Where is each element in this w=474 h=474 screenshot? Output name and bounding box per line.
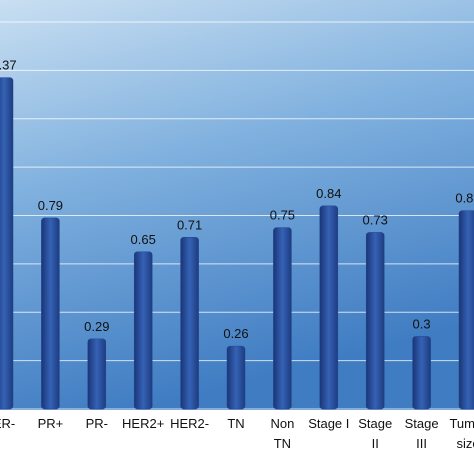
x-tick-label-line: PR+ xyxy=(38,416,64,431)
bar xyxy=(133,251,153,410)
x-tick-label-line: Tumor xyxy=(449,416,474,431)
x-tick-label: PR- xyxy=(86,416,108,431)
x-tick-label: ER- xyxy=(0,416,15,431)
value-label: 0.3 xyxy=(413,316,431,331)
x-tick-label-line: Stage xyxy=(405,416,439,431)
x-tick-label-line: HER2+ xyxy=(122,416,164,431)
x-tick-label-line: Stage xyxy=(358,416,392,431)
x-tick-label: Stage I xyxy=(308,416,349,431)
bar xyxy=(365,232,385,410)
x-tick-label: Stage III xyxy=(405,416,439,451)
value-label: 0.84 xyxy=(316,186,341,201)
x-tick-label-line: III xyxy=(416,436,427,451)
x-tick-label-line: Non xyxy=(270,416,294,431)
value-label: 1.37 xyxy=(0,58,17,73)
value-label: 0.65 xyxy=(131,232,156,247)
value-label: 0.73 xyxy=(363,212,388,227)
x-tick-label-line: HER2- xyxy=(170,416,209,431)
bar xyxy=(87,338,107,410)
x-tick-label-line: II xyxy=(372,436,379,451)
x-tick-label: HER2+ xyxy=(122,416,164,431)
value-label: 0.26 xyxy=(223,326,248,341)
value-label: 0.71 xyxy=(177,217,202,232)
bar xyxy=(41,217,60,410)
x-tick-label: Non TN xyxy=(270,416,294,451)
bar xyxy=(319,205,339,410)
plot-background xyxy=(0,0,474,410)
x-tick-label-line: PR- xyxy=(86,416,108,431)
x-tick-label-line: TN xyxy=(227,416,244,431)
x-tick-label: PR+ xyxy=(38,416,64,431)
x-tick-label-line: Stage I xyxy=(308,416,349,431)
value-label: 0.79 xyxy=(38,198,63,213)
x-tick-label: Tumor size xyxy=(449,416,474,451)
x-tick-label: HER2- xyxy=(170,416,209,431)
x-tick-label: Stage II xyxy=(358,416,392,451)
x-tick-label: TN xyxy=(227,416,244,431)
value-label: 0.75 xyxy=(270,208,295,223)
bar xyxy=(226,345,246,410)
x-tick-label-line: ER- xyxy=(0,416,15,431)
bar xyxy=(412,336,431,410)
bar xyxy=(273,227,292,410)
x-tick-label-line: TN xyxy=(274,436,291,451)
x-tick-label-line: size xyxy=(456,436,474,451)
value-label: 0.29 xyxy=(84,319,109,334)
bar xyxy=(458,210,474,410)
bar xyxy=(180,237,199,410)
value-label: 0.82 xyxy=(455,191,474,206)
bar xyxy=(0,77,14,410)
